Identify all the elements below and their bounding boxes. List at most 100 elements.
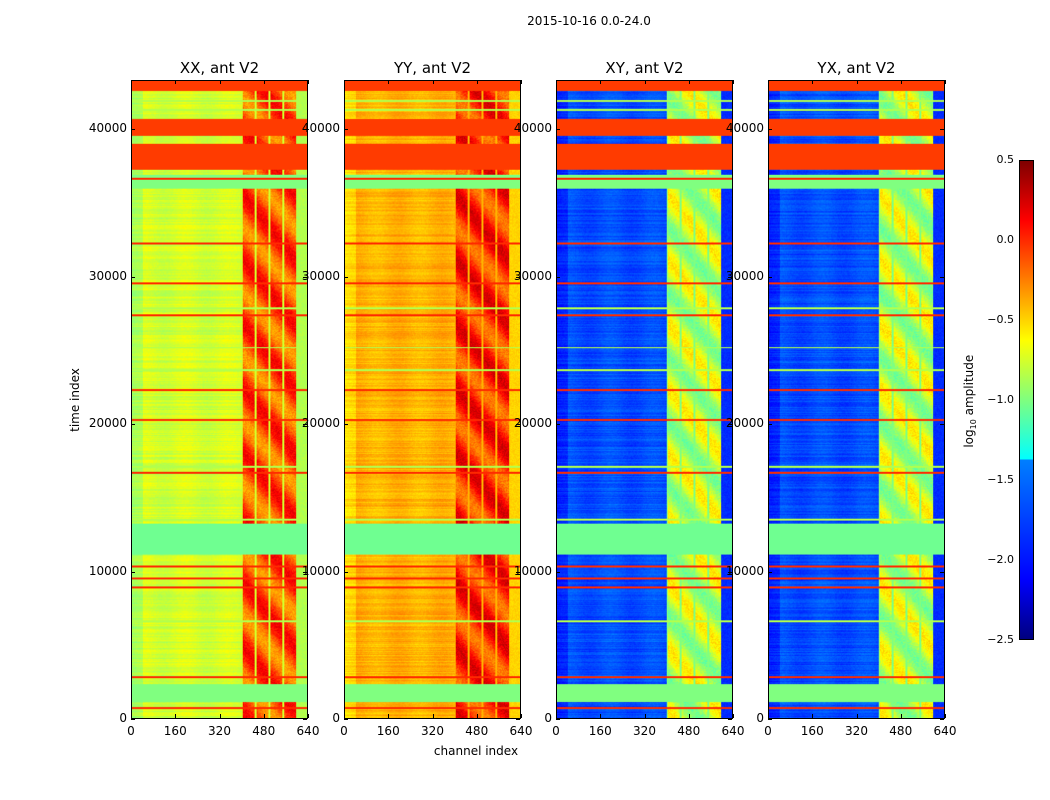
x-tick-label: 640 xyxy=(933,724,957,738)
x-tick-mark xyxy=(600,714,602,718)
x-tick-label: 320 xyxy=(208,724,231,738)
x-tick-mark xyxy=(308,714,309,718)
x-tick-label: 480 xyxy=(465,724,489,738)
x-tick-label: 160 xyxy=(800,724,824,738)
x-tick-mark xyxy=(688,80,690,84)
x-tick-mark xyxy=(688,714,690,718)
y-tick-label: 40000 xyxy=(88,121,127,136)
y-tick-mark xyxy=(131,719,135,720)
colorbar-tick-label: −2.5 xyxy=(987,633,1014,646)
colorbar-tick-label: 0.5 xyxy=(996,153,1015,166)
heatmap-panel xyxy=(556,80,733,719)
x-tick-label: 160 xyxy=(588,724,612,738)
y-tick-mark xyxy=(556,424,560,426)
x-tick-mark xyxy=(175,80,177,84)
y-axis-label: time index xyxy=(68,368,82,432)
y-tick-mark xyxy=(728,276,732,278)
y-tick-label: 30000 xyxy=(513,268,552,283)
x-tick-mark xyxy=(812,80,814,84)
heatmap-image xyxy=(557,81,732,718)
x-tick-mark xyxy=(945,80,946,84)
x-tick-mark xyxy=(263,714,265,718)
y-tick-mark xyxy=(344,571,348,573)
x-tick-mark xyxy=(388,80,390,84)
x-tick-label: 480 xyxy=(677,724,701,738)
y-tick-mark xyxy=(303,571,307,573)
y-tick-label: 30000 xyxy=(301,268,340,283)
y-tick-mark xyxy=(303,129,307,131)
heatmap-panel xyxy=(344,80,521,719)
x-tick-mark xyxy=(900,80,902,84)
y-tick-label: 0 xyxy=(544,711,552,725)
y-tick-mark xyxy=(131,276,135,278)
heatmap-image xyxy=(345,81,520,718)
colorbar-tick-label: −2.0 xyxy=(987,553,1014,566)
colorbar-tick-label: −1.5 xyxy=(987,473,1014,486)
y-tick-label: 30000 xyxy=(725,268,764,283)
x-tick-mark xyxy=(175,714,177,718)
y-tick-label: 20000 xyxy=(88,416,127,431)
y-tick-label: 30000 xyxy=(88,268,127,283)
x-tick-label: 320 xyxy=(845,724,868,738)
x-tick-mark xyxy=(521,714,522,718)
x-tick-mark xyxy=(556,714,557,718)
y-tick-mark xyxy=(940,571,944,573)
y-tick-mark xyxy=(768,719,772,720)
y-tick-mark xyxy=(556,129,560,131)
y-tick-mark xyxy=(728,571,732,573)
x-tick-mark xyxy=(900,714,902,718)
y-tick-label: 0 xyxy=(119,711,127,725)
x-tick-mark xyxy=(600,80,602,84)
y-tick-label: 40000 xyxy=(513,121,552,136)
y-tick-mark xyxy=(344,276,348,278)
x-tick-mark xyxy=(644,714,646,718)
y-tick-mark xyxy=(303,719,307,720)
y-tick-label: 20000 xyxy=(725,416,764,431)
y-tick-mark xyxy=(516,276,520,278)
y-tick-label: 20000 xyxy=(513,416,552,431)
y-tick-label: 20000 xyxy=(301,416,340,431)
x-tick-mark xyxy=(644,80,646,84)
x-tick-label: 160 xyxy=(376,724,400,738)
colorbar xyxy=(1019,160,1034,640)
colorbar-tick-label: −1.0 xyxy=(987,393,1014,406)
y-tick-mark xyxy=(516,129,520,131)
y-tick-label: 10000 xyxy=(301,563,340,578)
x-tick-label: 0 xyxy=(552,724,560,738)
x-tick-mark xyxy=(812,714,814,718)
x-tick-mark xyxy=(344,80,345,84)
y-tick-mark xyxy=(768,276,772,278)
x-tick-mark xyxy=(263,80,265,84)
x-tick-mark xyxy=(432,80,434,84)
panel-title: YX, ant V2 xyxy=(817,59,896,77)
y-tick-mark xyxy=(768,129,772,131)
heatmap-panel xyxy=(768,80,945,719)
y-tick-mark xyxy=(556,719,560,720)
x-tick-mark xyxy=(733,80,734,84)
x-tick-mark xyxy=(768,714,769,718)
y-tick-mark xyxy=(516,571,520,573)
x-tick-label: 320 xyxy=(421,724,444,738)
x-tick-label: 640 xyxy=(509,724,533,738)
y-tick-mark xyxy=(728,129,732,131)
y-tick-mark xyxy=(728,424,732,426)
y-tick-mark xyxy=(344,719,348,720)
y-tick-mark xyxy=(768,424,772,426)
y-tick-mark xyxy=(303,276,307,278)
x-tick-mark xyxy=(476,714,478,718)
heatmap-panel xyxy=(131,80,308,719)
x-tick-mark xyxy=(131,80,132,84)
x-tick-label: 640 xyxy=(296,724,320,738)
y-tick-mark xyxy=(728,719,732,720)
x-tick-mark xyxy=(768,80,769,84)
y-tick-mark xyxy=(940,424,944,426)
y-tick-label: 40000 xyxy=(301,121,340,136)
panel-title: XY, ant V2 xyxy=(605,59,684,77)
x-tick-label: 640 xyxy=(721,724,745,738)
x-tick-mark xyxy=(219,714,221,718)
x-tick-mark xyxy=(945,714,946,718)
y-tick-mark xyxy=(131,424,135,426)
x-tick-mark xyxy=(856,80,858,84)
y-tick-label: 10000 xyxy=(725,563,764,578)
y-tick-mark xyxy=(516,719,520,720)
